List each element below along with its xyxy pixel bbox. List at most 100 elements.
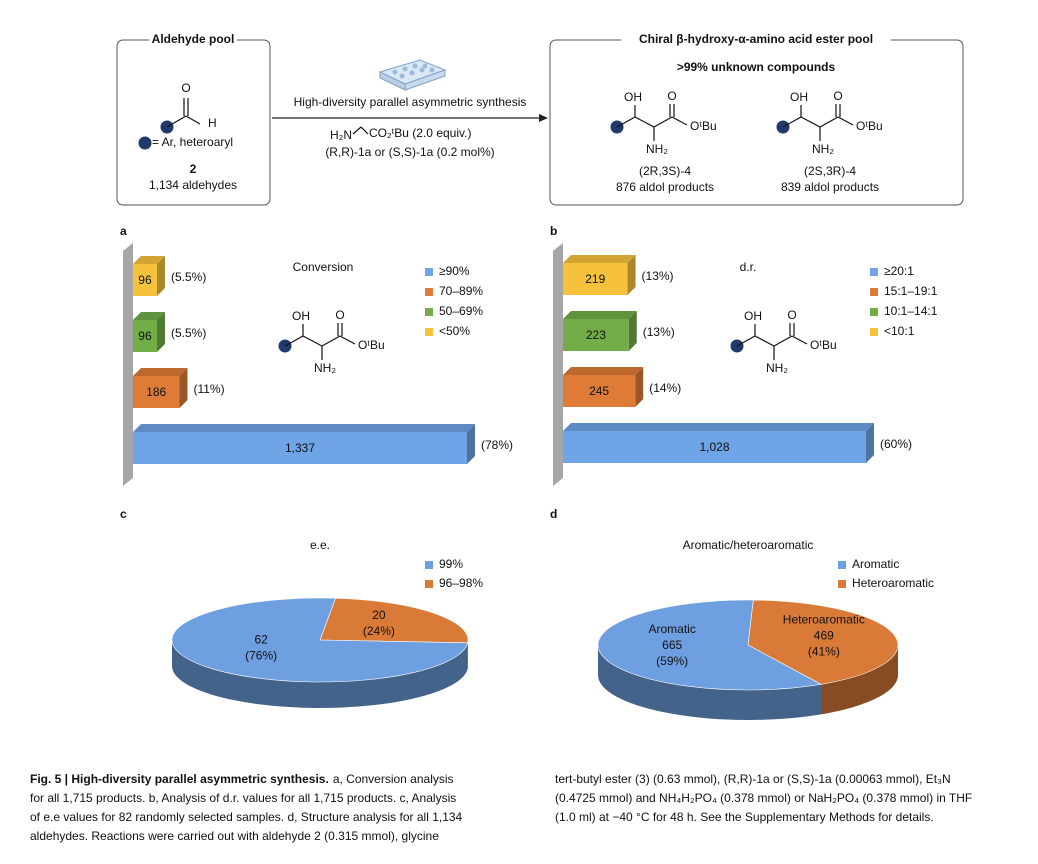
- pie-side: [820, 645, 898, 715]
- bar-top: [133, 424, 475, 432]
- percent-label: (5.5%): [171, 326, 206, 340]
- atom: OᵗBu: [856, 119, 883, 133]
- product-label: (2S,3R)-4: [804, 164, 856, 178]
- percent-label: (11%): [193, 382, 224, 396]
- value-label: 1,028: [699, 440, 729, 454]
- bond: [166, 115, 187, 128]
- compound-count: 1,134 aldehydes: [149, 178, 237, 192]
- slice-label: 62: [254, 632, 268, 646]
- atom: OH: [292, 309, 310, 323]
- bond: [736, 335, 756, 347]
- bar: [133, 320, 157, 352]
- bond: [352, 126, 362, 135]
- caption-line: tert-butyl ester (3) (0.63 mmol), (R,R)-…: [555, 772, 951, 786]
- legend-swatch: [425, 561, 433, 569]
- legend-swatch: [425, 288, 433, 296]
- bond: [321, 335, 341, 347]
- legend-label: 70–89%: [439, 284, 483, 298]
- bar-side: [156, 312, 165, 352]
- caption-text: a, Conversion analysis: [333, 772, 454, 786]
- chart-title: Aromatic/heteroaromatic: [683, 538, 814, 552]
- legend-label: ≥20:1: [884, 264, 914, 278]
- caption-title: Fig. 5 | High-diversity parallel asymmet…: [30, 772, 329, 786]
- bar-top: [563, 367, 644, 375]
- bar-top: [563, 311, 637, 319]
- bond: [837, 116, 854, 126]
- slice-label: Aromatic: [649, 622, 696, 636]
- atom: NH₂: [766, 361, 788, 375]
- percent-label: (13%): [642, 269, 674, 283]
- bar: [563, 375, 636, 407]
- atom: NH₂: [314, 361, 336, 375]
- legend-label: Heteroaromatic: [852, 576, 934, 590]
- reagent: H₂N: [330, 128, 352, 142]
- slice-label: 665: [662, 638, 682, 652]
- atom: OH: [790, 90, 808, 104]
- plate-icon: [378, 59, 447, 91]
- arrow-label: High-diversity parallel asymmetric synth…: [294, 95, 527, 109]
- legend-swatch: [838, 561, 846, 569]
- bar-side: [866, 423, 874, 463]
- atom: OᵗBu: [358, 338, 385, 352]
- bond: [782, 116, 802, 128]
- value-label: 186: [146, 385, 166, 399]
- legend-label: <10:1: [884, 324, 915, 338]
- bar-side: [627, 255, 636, 295]
- bar: [133, 264, 157, 296]
- reagent: CO₂ᵗBu (2.0 equiv.): [369, 126, 471, 140]
- bond: [800, 116, 821, 128]
- atom: O: [335, 308, 344, 322]
- legend-swatch: [870, 328, 878, 336]
- caption-line: aldehydes. Reactions were carried out wi…: [30, 829, 439, 843]
- bar: [133, 432, 467, 464]
- catalyst: (R,R)-1a or (S,S)-1a (0.2 mol%): [325, 145, 494, 159]
- bar-side: [179, 368, 188, 408]
- atom: H: [208, 116, 217, 130]
- bond: [185, 115, 201, 125]
- value-label: 245: [589, 384, 609, 398]
- pie-slice: [171, 597, 469, 683]
- legend-label: ≥90%: [439, 264, 470, 278]
- bond: [302, 335, 323, 347]
- caption-line: for all 1,715 products. b, Analysis of d…: [30, 791, 456, 805]
- title-bg: [149, 32, 237, 48]
- legend-label: 96–98%: [439, 576, 483, 590]
- atom: O: [667, 89, 676, 103]
- percent-label: (14%): [649, 381, 681, 395]
- atom: O: [181, 81, 190, 95]
- pie-side: [598, 645, 821, 720]
- bond: [339, 335, 356, 345]
- caption-line: (0.4725 mmol) and NH₄H₂PO₄ (0.378 mmol) …: [555, 791, 972, 805]
- slice-label: (41%): [808, 644, 840, 658]
- legend-swatch: [870, 288, 878, 296]
- bond: [754, 335, 775, 347]
- value-label: 96: [138, 329, 152, 343]
- r-label: = Ar, heteroaryl: [152, 135, 233, 149]
- legend-swatch: [425, 328, 433, 336]
- panel-letter: c: [120, 507, 127, 521]
- bond: [773, 335, 793, 347]
- percent-label: (5.5%): [171, 270, 206, 284]
- value-label: 1,337: [285, 441, 315, 455]
- bond: [653, 116, 673, 128]
- title-bg: [621, 32, 891, 48]
- bar-top: [133, 256, 165, 264]
- bond: [791, 335, 808, 345]
- slice-label: (24%): [363, 624, 395, 638]
- bond: [671, 116, 688, 126]
- caption-line: of e.e values for 82 randomly selected s…: [30, 810, 463, 824]
- caption-line: Fig. 5 | High-diversity parallel asymmet…: [30, 772, 454, 786]
- bar-top: [563, 255, 636, 263]
- percent-label: (78%): [481, 438, 513, 452]
- bond: [616, 116, 636, 128]
- caption-line: (1.0 ml) at −40 °C for 48 h. See the Sup…: [555, 810, 934, 824]
- legend-label: 10:1–14:1: [884, 304, 938, 318]
- bar-side: [635, 367, 644, 407]
- legend-swatch: [870, 308, 878, 316]
- bar-top: [133, 368, 188, 376]
- bar: [133, 376, 180, 408]
- legend-swatch: [425, 580, 433, 588]
- atom: O: [787, 308, 796, 322]
